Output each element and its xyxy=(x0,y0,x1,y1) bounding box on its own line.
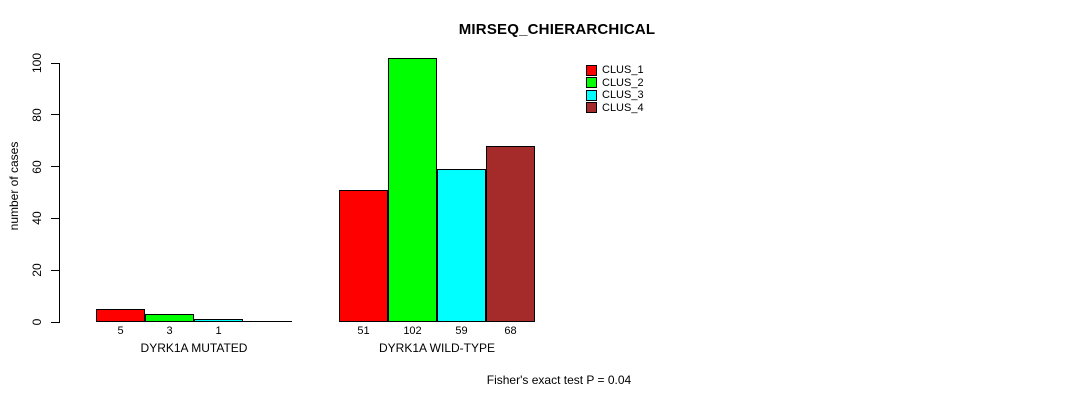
legend-swatch-icon xyxy=(586,64,597,76)
y-axis-tick-label: 20 xyxy=(30,263,44,277)
bar-clus_4-group2 xyxy=(486,146,535,322)
legend-swatch-icon xyxy=(586,102,597,114)
stat-annotation: Fisher's exact test P = 0.04 xyxy=(486,373,632,387)
y-axis-tick xyxy=(51,269,59,271)
y-axis-tick xyxy=(51,321,59,323)
bar-value-label: 5 xyxy=(117,325,124,337)
y-axis-tick-label: 100 xyxy=(30,52,44,74)
legend-label: CLUS_3 xyxy=(602,89,644,102)
y-axis-tick xyxy=(51,62,59,64)
legend-swatch-icon xyxy=(586,77,597,89)
bar-value-label: 59 xyxy=(455,325,468,337)
chart-title: MIRSEQ_CHIERARCHICAL xyxy=(458,21,656,38)
y-axis-tick-label: 60 xyxy=(30,159,44,174)
bar-clus_2-group1 xyxy=(145,314,194,322)
x-group-label: DYRK1A MUTATED xyxy=(140,341,248,355)
x-group-label: DYRK1A WILD-TYPE xyxy=(378,341,496,355)
bar-clus_3-group2 xyxy=(437,169,486,322)
legend-item-clus_2: CLUS_2 xyxy=(586,77,644,90)
legend-label: CLUS_2 xyxy=(602,76,644,89)
bar-value-label: 3 xyxy=(166,325,173,337)
bar-clus_1-group2 xyxy=(339,190,388,322)
legend-item-clus_4: CLUS_4 xyxy=(586,102,644,115)
y-axis-line xyxy=(59,63,60,323)
y-axis-tick xyxy=(51,114,59,116)
bar-value-label: 51 xyxy=(357,325,370,337)
legend-item-clus_1: CLUS_1 xyxy=(586,64,644,77)
y-axis-tick xyxy=(51,166,59,168)
bar-clus_1-group1 xyxy=(96,309,145,322)
legend-label: CLUS_1 xyxy=(602,64,644,77)
bar-value-label: 1 xyxy=(215,325,222,337)
legend-swatch-icon xyxy=(586,89,597,101)
y-axis-tick-label: 0 xyxy=(30,318,44,326)
legend-item-clus_3: CLUS_3 xyxy=(586,89,644,102)
bar-clus_4-group1 xyxy=(243,321,292,322)
y-axis-tick-label: 80 xyxy=(30,108,44,122)
legend: CLUS_1 CLUS_2 CLUS_3 CLUS_4 xyxy=(586,64,644,114)
bar-value-label: 102 xyxy=(403,325,422,337)
y-axis-tick xyxy=(51,217,59,219)
bar-value-label: 68 xyxy=(504,325,517,337)
legend-label: CLUS_4 xyxy=(602,101,644,114)
bar-clus_2-group2 xyxy=(388,58,437,322)
bar-clus_3-group1 xyxy=(194,319,243,322)
y-axis-tick-label: 40 xyxy=(30,211,44,226)
